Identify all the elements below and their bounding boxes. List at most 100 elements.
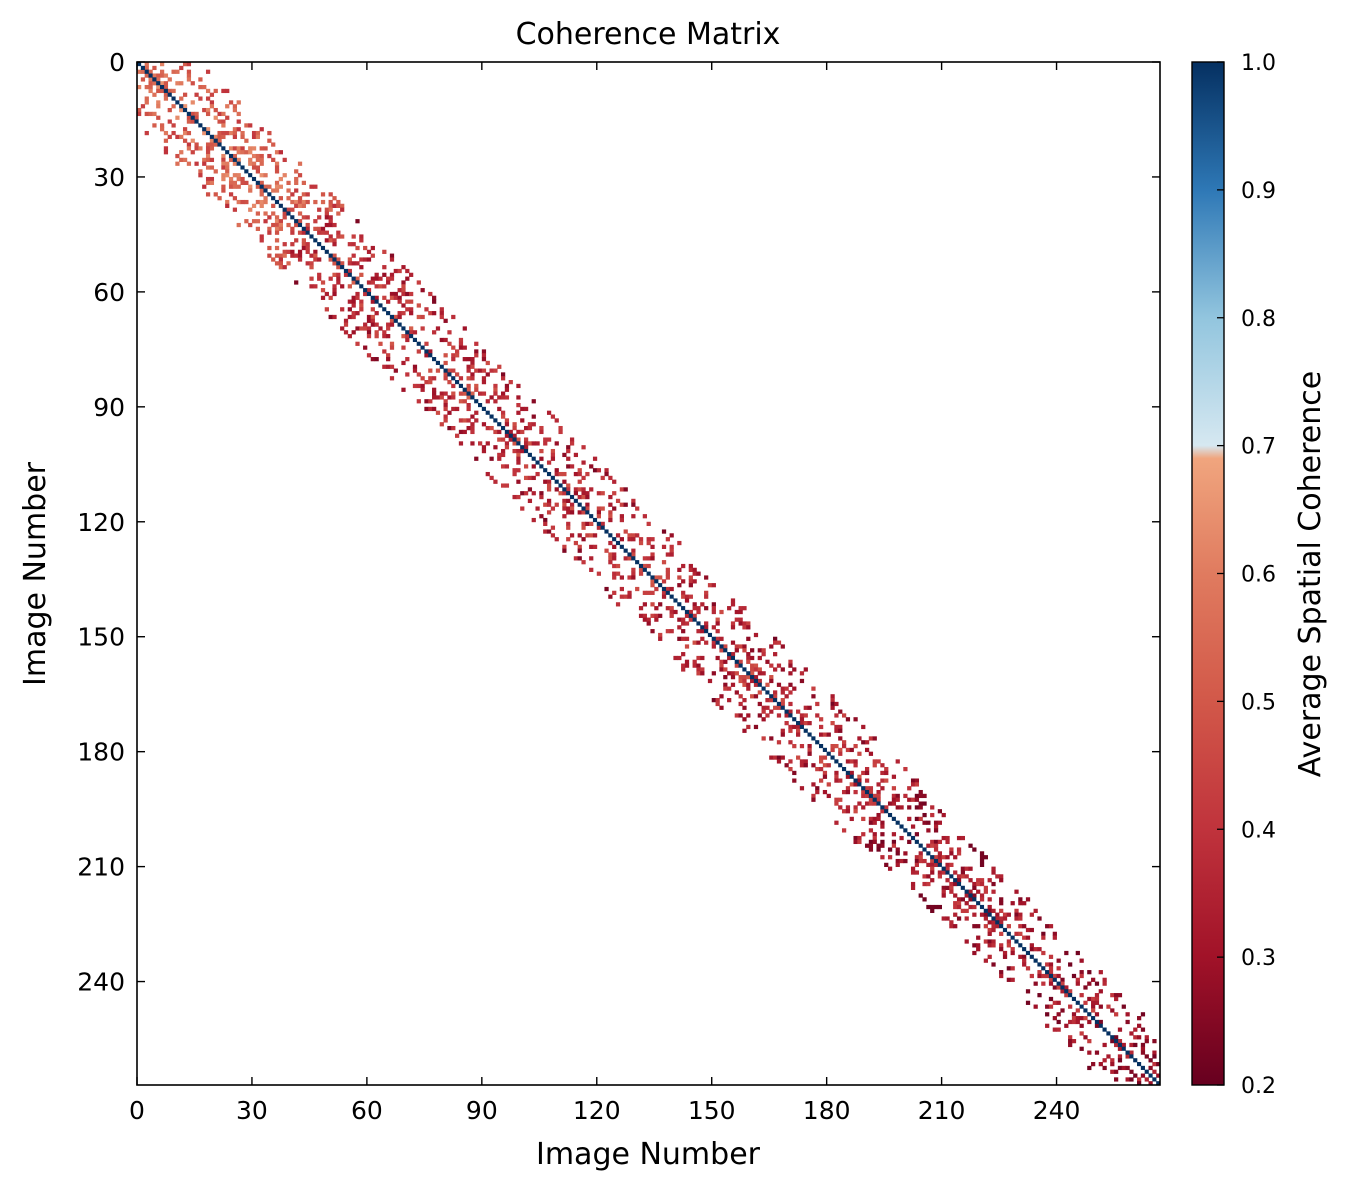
heatmap-cell (834, 770, 839, 776)
heatmap-cell (903, 858, 908, 864)
heatmap-cell (719, 609, 724, 615)
heatmap-cell (627, 537, 632, 542)
heatmap-cell (481, 353, 487, 358)
heatmap-cell (704, 590, 709, 595)
heatmap-cell (355, 219, 360, 224)
heatmap-cell (945, 839, 950, 845)
heatmap-cell (573, 491, 579, 496)
diagonal-cell (838, 763, 843, 768)
heatmap-cell (202, 130, 207, 136)
heatmap-cell (684, 598, 690, 603)
heatmap-cell (979, 897, 985, 902)
colorbar-tick-label: 0.4 (1241, 818, 1276, 843)
heatmap-cell (596, 468, 602, 473)
heatmap-cell (937, 858, 943, 864)
heatmap-cell (757, 648, 762, 653)
diagonal-cell (1091, 1016, 1096, 1021)
heatmap-cell (443, 376, 448, 381)
heatmap-cell (485, 372, 490, 377)
heatmap-cell (999, 970, 1004, 975)
heatmap-cell (1056, 966, 1061, 971)
heatmap-cell (953, 924, 958, 929)
heatmap-cell (1140, 1012, 1146, 1017)
heatmap-cell (190, 100, 195, 105)
heatmap-cell (466, 357, 471, 362)
heatmap-cell (516, 479, 521, 484)
heatmap-cell (205, 153, 211, 159)
y-tick-label: 180 (77, 738, 125, 767)
heatmap-cell (589, 567, 594, 572)
heatmap-cell (432, 376, 437, 381)
heatmap-cell (458, 418, 464, 423)
heatmap-cell (152, 123, 157, 128)
heatmap-cell (412, 368, 418, 373)
heatmap-cell (148, 84, 153, 90)
heatmap-cell (1045, 1004, 1050, 1009)
heatmap-cell (999, 947, 1004, 952)
heatmap-cell (750, 663, 755, 668)
heatmap-cell (661, 560, 667, 565)
heatmap-cell (983, 924, 988, 929)
heatmap-cell (623, 556, 628, 561)
diagonal-cell (577, 502, 582, 507)
heatmap-cell (301, 199, 306, 205)
diagonal-cell (309, 234, 314, 239)
heatmap-cell (638, 540, 644, 546)
heatmap-cell (343, 330, 349, 335)
heatmap-cell (945, 866, 950, 871)
heatmap-cell (696, 671, 701, 676)
heatmap-cell (290, 249, 295, 254)
heatmap-cell (152, 81, 157, 86)
diagonal-cell (830, 755, 835, 760)
heatmap-cell (194, 92, 199, 97)
heatmap-cell (780, 701, 785, 707)
diagonal-cell (554, 479, 559, 484)
heatmap-cell (297, 230, 303, 235)
heatmap-cell (922, 858, 927, 864)
diagonal-cell (1079, 1004, 1084, 1009)
heatmap-cell (734, 690, 739, 695)
heatmap-cell (876, 759, 881, 764)
heatmap-cell (581, 537, 586, 542)
diagonal-cell (700, 625, 705, 630)
heatmap-cell (274, 261, 280, 266)
heatmap-cell (351, 261, 356, 266)
heatmap-cell (658, 575, 663, 580)
heatmap-cell (581, 494, 586, 500)
heatmap-cell (267, 245, 272, 251)
heatmap-cell (1117, 1046, 1123, 1051)
diagonal-cell (738, 663, 743, 668)
heatmap-cell (324, 230, 329, 235)
diagonal-cell (520, 445, 525, 450)
diagonal-cell (336, 261, 341, 266)
heatmap-cell (949, 862, 954, 868)
heatmap-cell (351, 280, 356, 285)
heatmap-cell (516, 437, 521, 442)
heatmap-cell (692, 567, 697, 572)
heatmap-cell (340, 203, 345, 208)
heatmap-cell (841, 740, 847, 745)
heatmap-cell (389, 318, 395, 323)
heatmap-cell (933, 820, 939, 825)
diagonal-cell (156, 81, 161, 86)
heatmap-cell (409, 330, 414, 335)
heatmap-cell (964, 901, 969, 906)
heatmap-cell (462, 326, 467, 331)
heatmap-cell (650, 556, 655, 561)
heatmap-cell (156, 88, 161, 94)
diagonal-cell (508, 433, 513, 438)
heatmap-cell (608, 556, 613, 561)
heatmap-cell (259, 203, 264, 208)
heatmap-cell (213, 88, 218, 94)
heatmap-cell (317, 226, 322, 231)
heatmap-cell (704, 575, 709, 580)
heatmap-cell (458, 399, 464, 404)
heatmap-cell (470, 391, 475, 396)
heatmap-cell (704, 594, 709, 599)
heatmap-cell (914, 862, 920, 868)
heatmap-cell (803, 759, 808, 764)
heatmap-cell (684, 663, 690, 668)
heatmap-cell (635, 506, 640, 511)
heatmap-cell (1094, 1050, 1100, 1055)
heatmap-cell (1091, 977, 1096, 982)
